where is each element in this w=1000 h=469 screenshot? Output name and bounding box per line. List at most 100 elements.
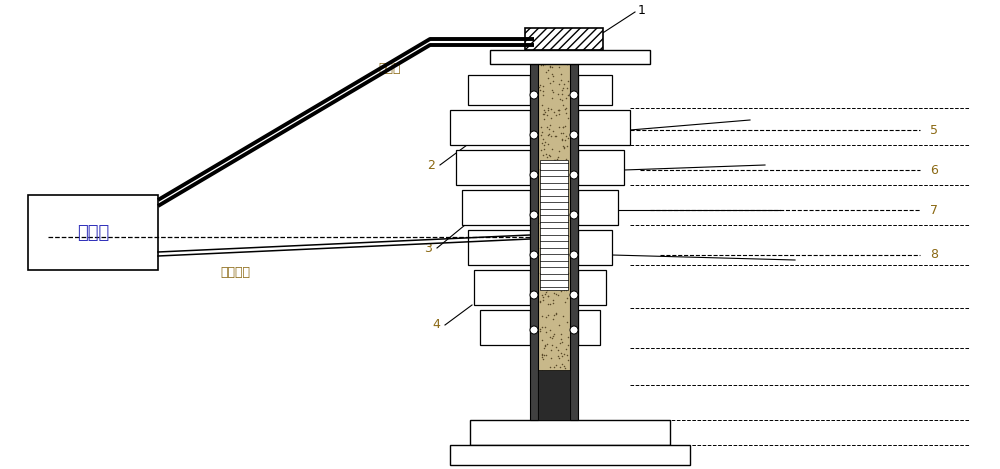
- Point: [557, 364, 573, 372]
- Point: [553, 129, 569, 137]
- Point: [532, 87, 548, 94]
- Point: [541, 125, 557, 133]
- Point: [554, 388, 570, 395]
- Point: [536, 145, 552, 153]
- Point: [540, 74, 556, 82]
- Point: [545, 199, 561, 206]
- Point: [558, 155, 574, 162]
- Point: [537, 109, 553, 116]
- Point: [538, 266, 554, 274]
- Point: [540, 292, 556, 300]
- Bar: [470, 420, 670, 445]
- Point: [548, 361, 564, 369]
- Point: [547, 261, 563, 269]
- Bar: [462, 190, 530, 225]
- Point: [543, 133, 559, 140]
- Point: [542, 277, 558, 284]
- Point: [543, 346, 559, 354]
- Point: [554, 361, 570, 368]
- Point: [544, 178, 560, 185]
- Text: 8: 8: [930, 249, 938, 262]
- Point: [545, 174, 561, 181]
- Point: [559, 143, 575, 150]
- Point: [555, 84, 571, 92]
- Point: [560, 333, 576, 341]
- Point: [545, 265, 561, 272]
- Point: [548, 194, 564, 202]
- Point: [545, 316, 561, 323]
- Point: [533, 131, 549, 138]
- Circle shape: [530, 91, 538, 99]
- Point: [535, 195, 551, 202]
- Point: [556, 172, 572, 180]
- Point: [560, 341, 576, 348]
- Point: [532, 251, 548, 258]
- Point: [551, 123, 567, 131]
- Point: [555, 219, 571, 227]
- Point: [540, 104, 556, 112]
- Point: [542, 215, 558, 223]
- Point: [549, 276, 565, 284]
- Point: [551, 260, 567, 267]
- Point: [554, 87, 570, 94]
- Point: [552, 194, 568, 202]
- Point: [540, 140, 556, 148]
- Point: [556, 192, 572, 199]
- Point: [534, 324, 550, 331]
- Point: [551, 111, 567, 118]
- Point: [548, 290, 564, 298]
- Point: [538, 251, 554, 258]
- Point: [545, 73, 561, 80]
- Point: [546, 289, 562, 297]
- Circle shape: [530, 291, 538, 299]
- Point: [545, 199, 561, 207]
- Point: [551, 106, 567, 114]
- Point: [552, 174, 568, 182]
- Point: [549, 258, 565, 265]
- Point: [541, 247, 557, 254]
- Point: [551, 354, 567, 362]
- Point: [555, 278, 571, 285]
- Point: [559, 351, 575, 359]
- Point: [550, 382, 566, 389]
- Point: [534, 336, 550, 344]
- Bar: [530, 50, 538, 420]
- Point: [545, 89, 561, 96]
- Point: [538, 374, 554, 381]
- Point: [539, 193, 555, 201]
- Point: [539, 286, 555, 294]
- Point: [550, 153, 566, 161]
- Point: [540, 106, 556, 113]
- Point: [536, 111, 552, 118]
- Point: [538, 288, 554, 296]
- Point: [554, 174, 570, 181]
- Point: [537, 290, 553, 298]
- Point: [532, 269, 548, 277]
- Point: [550, 221, 566, 228]
- Point: [554, 234, 570, 242]
- Point: [540, 292, 556, 300]
- Point: [552, 199, 568, 207]
- Point: [549, 235, 565, 243]
- Point: [533, 123, 549, 130]
- Point: [541, 285, 557, 293]
- Bar: [450, 445, 690, 465]
- Point: [543, 355, 559, 362]
- Bar: [450, 110, 530, 145]
- Point: [538, 328, 554, 336]
- Point: [560, 114, 576, 121]
- Point: [543, 379, 559, 386]
- Text: 接线柱: 接线柱: [379, 61, 401, 75]
- Point: [556, 362, 572, 370]
- Point: [537, 138, 553, 146]
- Point: [546, 266, 562, 274]
- Point: [553, 206, 569, 213]
- Point: [548, 372, 564, 379]
- Point: [544, 183, 560, 191]
- Point: [549, 244, 565, 251]
- Point: [549, 282, 565, 290]
- Point: [553, 330, 569, 337]
- Point: [532, 219, 548, 227]
- Point: [547, 182, 563, 189]
- Point: [543, 179, 559, 187]
